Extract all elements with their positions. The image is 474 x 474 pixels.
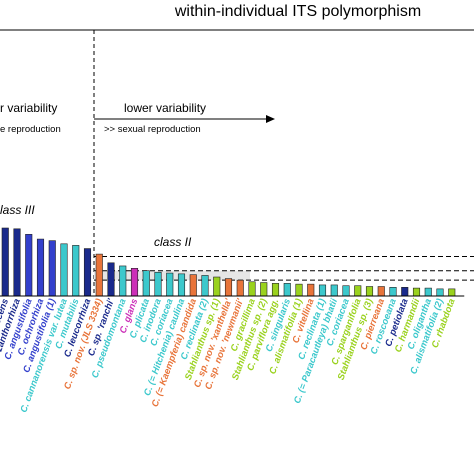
- left-reproduction-label: e reproduction: [0, 124, 61, 135]
- bar-14: [154, 271, 162, 297]
- bar-21: [236, 279, 244, 297]
- left-variability-label: r variability: [0, 101, 57, 115]
- bar-4: [36, 238, 45, 297]
- bar-16: [177, 273, 186, 297]
- bar-2: [13, 228, 21, 297]
- bar-15: [166, 272, 174, 297]
- bar-11: [119, 265, 127, 297]
- bar-17: [189, 274, 197, 297]
- bar-5: [48, 240, 56, 297]
- bar-28: [318, 284, 327, 297]
- bar-22: [248, 281, 256, 297]
- bar-29: [330, 284, 338, 297]
- bar-30: [342, 285, 350, 297]
- direction-arrowhead: [266, 115, 275, 123]
- bar-24: [271, 283, 280, 297]
- class-iii-label: lass III: [0, 203, 35, 217]
- bar-1: [1, 227, 9, 297]
- bar-39: [448, 288, 456, 297]
- chart-title: within-individual ITS polymorphism: [174, 3, 421, 20]
- bar-26: [295, 283, 303, 297]
- bar-3: [25, 234, 33, 297]
- bar-25: [283, 283, 291, 297]
- right-reproduction-label: >> sexual reproduction: [104, 124, 201, 135]
- bar-9: [95, 253, 103, 297]
- bar-32: [365, 286, 374, 297]
- bar-31: [354, 285, 362, 297]
- bar-8: [83, 248, 92, 297]
- bar-6: [60, 243, 68, 297]
- bar-27: [307, 283, 315, 297]
- bar-10: [107, 262, 115, 297]
- bar-38: [436, 288, 444, 297]
- right-variability-label: lower variability: [124, 101, 206, 115]
- bar-36: [412, 287, 421, 297]
- bar-group: [1, 227, 456, 297]
- bar-34: [389, 287, 397, 297]
- bar-20: [224, 278, 233, 297]
- class-ii-label: class II: [154, 235, 192, 249]
- bar-13: [142, 270, 150, 297]
- bar-33: [377, 286, 385, 297]
- bar-18: [201, 275, 209, 297]
- bar-19: [213, 276, 221, 297]
- bar-35: [401, 287, 409, 297]
- bar-7: [72, 245, 80, 297]
- bar-12: [130, 268, 139, 297]
- bar-37: [424, 287, 432, 297]
- bar-23: [260, 282, 268, 297]
